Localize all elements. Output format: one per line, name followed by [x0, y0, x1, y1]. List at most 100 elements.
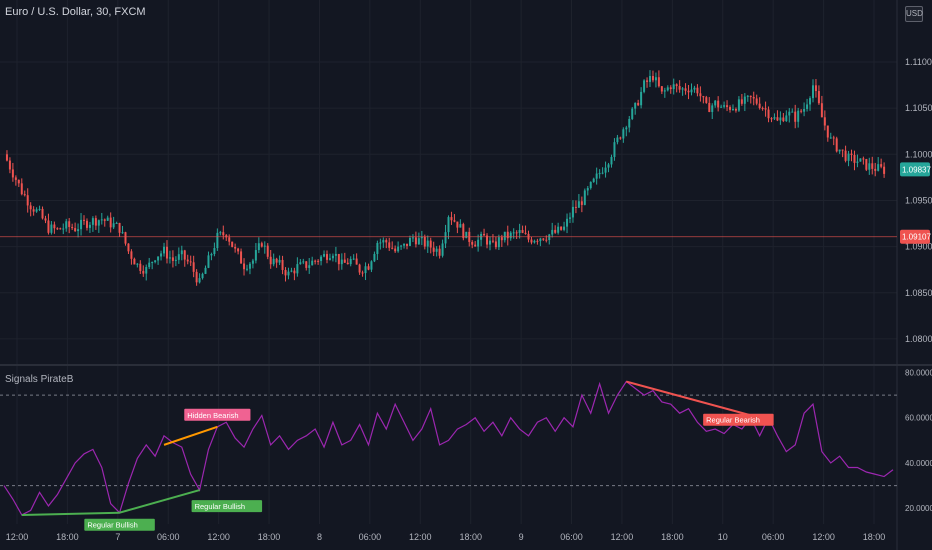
candle-body: [210, 253, 213, 256]
candle-body: [432, 247, 435, 252]
candle-body: [121, 232, 124, 234]
candle-body: [59, 228, 62, 230]
candle-body: [349, 259, 352, 265]
candle-body: [764, 108, 767, 110]
candle-body: [610, 156, 613, 165]
candle-body: [503, 231, 506, 241]
candle-body: [491, 240, 494, 242]
candle-body: [533, 240, 536, 243]
candle-body: [577, 201, 580, 208]
candle-body: [462, 224, 465, 239]
price-tick-label: 1.10000: [905, 149, 932, 159]
divergence-label-text: Regular Bullish: [195, 502, 245, 511]
candle-body: [803, 108, 806, 112]
candle-body: [201, 273, 204, 279]
candle-body: [388, 242, 391, 248]
candle-body: [791, 111, 794, 113]
candle-body: [379, 242, 382, 244]
candle-body: [408, 237, 411, 246]
candle-body: [151, 262, 154, 264]
candle-body: [557, 226, 560, 233]
candle-body: [343, 259, 346, 263]
candle-body: [521, 229, 524, 233]
candle-body: [331, 255, 334, 259]
candle-body: [560, 226, 563, 230]
price-tick-label: 1.11000: [905, 57, 932, 67]
divergence-label-box: [703, 413, 774, 426]
candle-body: [459, 224, 462, 228]
candle-body: [296, 264, 299, 274]
candle-body: [622, 129, 625, 139]
candle-body: [237, 248, 240, 252]
candle-body: [483, 233, 486, 236]
candle-body: [758, 103, 761, 108]
candle-body: [678, 86, 681, 90]
price-label-box: [900, 229, 930, 244]
candle-body: [788, 111, 791, 116]
indicator-tick-label: 80.00000: [905, 369, 932, 378]
price-label-box: [900, 162, 930, 177]
candle-body: [278, 259, 281, 263]
x-tick-label: 10: [718, 532, 728, 542]
divergence-label-text: Hidden Bearish: [187, 411, 238, 420]
candle-body: [474, 244, 477, 247]
candle-body: [690, 89, 693, 93]
candle-body: [243, 263, 246, 270]
candle-body: [53, 224, 56, 229]
candle-body: [68, 221, 71, 227]
candle-body: [112, 223, 115, 228]
candle-body: [607, 164, 610, 168]
candle-body: [426, 240, 429, 247]
candle-body: [160, 253, 163, 257]
candle-body: [204, 267, 207, 274]
candle-body: [275, 258, 278, 263]
candle-body: [14, 177, 17, 180]
candle-body: [883, 166, 886, 174]
candle-body: [180, 250, 183, 255]
candle-body: [740, 99, 743, 104]
candle-body: [373, 253, 376, 262]
candle-body: [859, 158, 862, 162]
candle-body: [157, 256, 160, 261]
candle-body: [649, 76, 652, 82]
candle-body: [240, 251, 243, 264]
candle-body: [352, 258, 355, 260]
candle-body: [574, 206, 577, 208]
candle-body: [174, 259, 177, 261]
candle-body: [723, 105, 726, 107]
candle-body: [456, 221, 459, 228]
candle-body: [595, 173, 598, 179]
candle-body: [666, 87, 669, 91]
candle-body: [820, 103, 823, 118]
candle-body: [177, 254, 180, 260]
candle-body: [29, 205, 32, 210]
candle-body: [290, 270, 293, 272]
candle-body: [663, 90, 666, 92]
candle-body: [515, 232, 518, 234]
indicator-tick-label: 60.00000: [905, 414, 932, 423]
currency-button[interactable]: USD: [905, 6, 923, 22]
candle-body: [506, 231, 509, 239]
candle-body: [782, 117, 785, 122]
candle-body: [660, 86, 663, 92]
candle-body: [829, 137, 832, 139]
candle-body: [400, 245, 403, 247]
candle-body: [524, 232, 527, 234]
candle-body: [328, 258, 331, 260]
candle-body: [317, 260, 320, 262]
candle-body: [675, 84, 678, 87]
candle-body: [877, 164, 880, 171]
x-tick-label: 18:00: [258, 532, 281, 542]
candle-body: [441, 243, 444, 256]
candle-body: [494, 241, 497, 248]
candle-body: [385, 240, 388, 243]
candle-body: [734, 109, 737, 111]
candle-body: [554, 229, 557, 233]
candle-body: [693, 87, 696, 90]
candle-body: [139, 263, 142, 271]
candle-body: [687, 90, 690, 93]
price-label-text: 1.09107: [902, 233, 931, 242]
candle-body: [761, 107, 764, 109]
candle-body: [62, 228, 65, 230]
